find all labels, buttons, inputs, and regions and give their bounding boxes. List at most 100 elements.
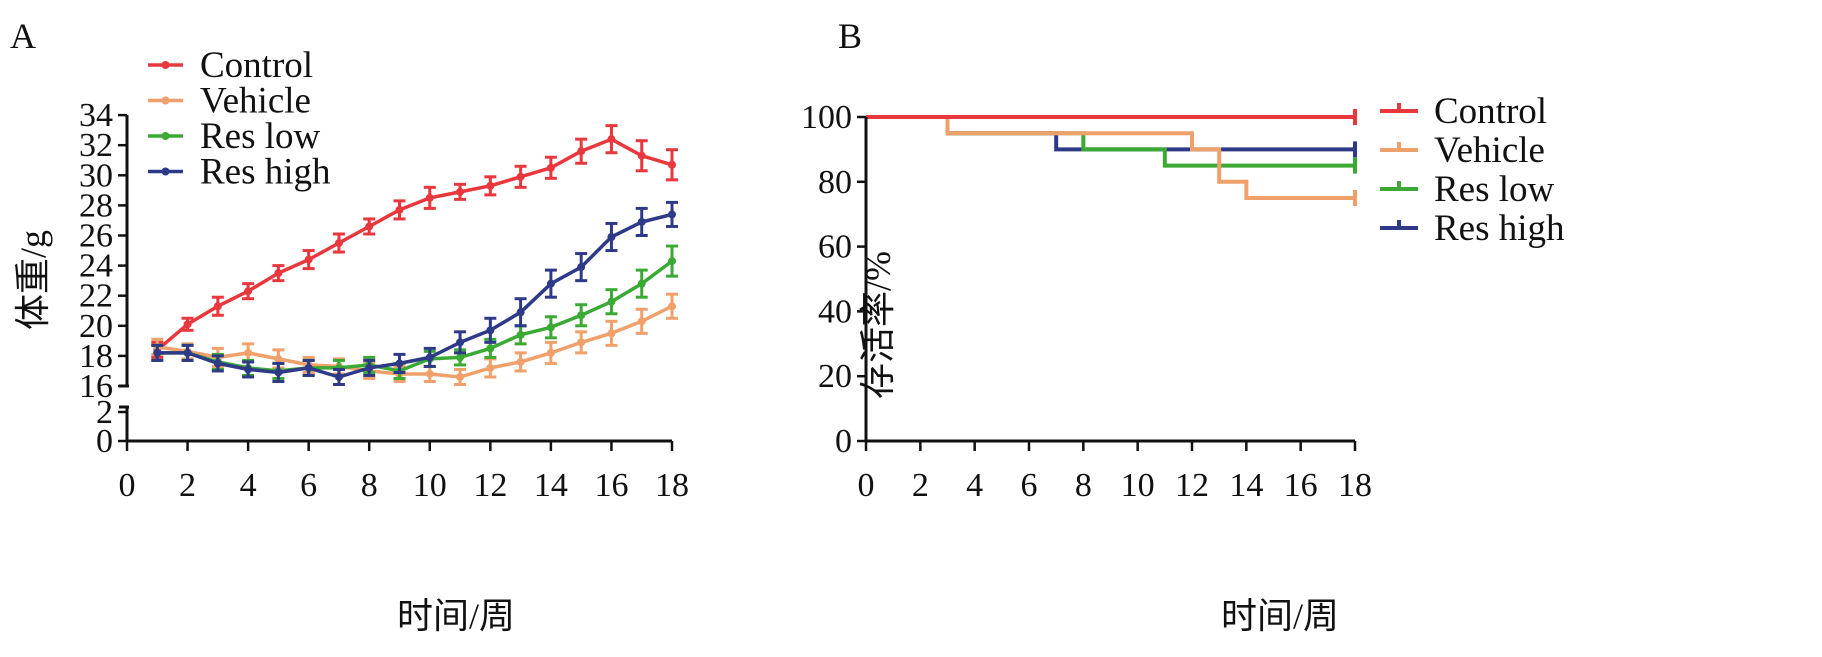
- legend-item-res-low: Res low: [148, 116, 321, 157]
- x-tick-label: 14: [534, 467, 568, 504]
- data-point: [546, 163, 555, 172]
- data-point: [607, 135, 616, 144]
- data-point: [183, 320, 192, 329]
- x-tick-label: 18: [1338, 467, 1372, 504]
- y-tick-label: 30: [79, 157, 113, 194]
- data-point: [304, 255, 313, 264]
- y-tick-label: 40: [818, 293, 852, 330]
- data-point: [456, 338, 465, 347]
- data-point: [607, 329, 616, 338]
- data-point: [213, 302, 222, 311]
- data-point: [395, 205, 404, 214]
- x-tick-label: 10: [413, 467, 447, 504]
- panel-b-x-axis-title: 时间/周: [1221, 596, 1339, 636]
- legend-marker: [161, 61, 170, 69]
- y-tick-label: 34: [79, 97, 113, 134]
- data-point: [546, 323, 555, 332]
- y-tick-label: 32: [79, 127, 113, 164]
- panel-a-y-axis-title: 体重/g: [13, 230, 53, 330]
- x-tick-label: 14: [1229, 467, 1263, 504]
- data-point: [425, 353, 434, 362]
- x-tick-label: 6: [1021, 467, 1038, 504]
- x-tick-label: 8: [1075, 467, 1092, 504]
- data-point: [183, 348, 192, 357]
- data-point: [456, 353, 465, 362]
- y-tick-label: 60: [818, 229, 852, 266]
- data-point: [274, 354, 283, 363]
- legend-item-res-high: Res high: [1380, 208, 1565, 249]
- data-point: [607, 233, 616, 242]
- legend-label: Res high: [1434, 208, 1565, 249]
- data-point: [213, 359, 222, 368]
- data-point: [668, 210, 676, 219]
- legend-item-res-low: Res low: [1380, 169, 1555, 210]
- panel-a-x-axis-title: 时间/周: [397, 596, 515, 636]
- legend-label: Res low: [200, 116, 321, 157]
- y-tick-label: 0: [835, 423, 852, 460]
- legend-label: Control: [1434, 91, 1547, 132]
- legend-label: Vehicle: [200, 81, 311, 122]
- x-tick-label: 2: [179, 467, 196, 504]
- data-point: [577, 311, 586, 320]
- data-point: [334, 372, 343, 381]
- data-point: [607, 297, 616, 306]
- x-tick-label: 18: [655, 467, 689, 504]
- data-point: [577, 147, 586, 156]
- y-tick-label: 22: [79, 278, 113, 315]
- legend-marker: [161, 96, 170, 105]
- data-point: [637, 279, 646, 288]
- data-point: [516, 330, 525, 339]
- data-point: [486, 326, 495, 335]
- y-tick-label: 0: [96, 423, 113, 460]
- x-tick-label: 16: [1284, 467, 1318, 504]
- data-point: [637, 217, 646, 226]
- x-tick-label: 6: [300, 467, 317, 504]
- data-point: [637, 317, 646, 326]
- panel-a-letter: A: [10, 16, 36, 56]
- data-point: [153, 348, 162, 357]
- y-tick-label: 24: [79, 248, 113, 285]
- panel-b-y-axis-title: 存活率/%: [858, 251, 898, 399]
- data-point: [577, 263, 586, 272]
- legend-label: Vehicle: [1434, 130, 1545, 171]
- y-tick-label: 26: [79, 218, 113, 255]
- legend-item-res-high: Res high: [148, 152, 331, 193]
- legend-item-control: Control: [1380, 91, 1547, 132]
- data-point: [486, 363, 495, 372]
- x-tick-label: 0: [119, 467, 136, 504]
- data-point: [274, 269, 283, 278]
- data-point: [668, 160, 676, 169]
- y-tick-label: 80: [818, 164, 852, 201]
- y-tick-label: 100: [801, 99, 852, 136]
- data-point: [577, 338, 586, 347]
- data-point: [425, 193, 434, 202]
- y-tick-label: 18: [79, 338, 113, 375]
- legend-marker: [161, 167, 170, 176]
- x-tick-label: 4: [240, 467, 257, 504]
- data-point: [395, 359, 404, 368]
- data-point: [516, 308, 525, 317]
- y-tick-label: 20: [79, 308, 113, 345]
- data-point: [334, 239, 343, 248]
- legend-label: Res high: [200, 152, 331, 193]
- legend-item-vehicle: Vehicle: [1380, 130, 1545, 171]
- x-tick-label: 12: [1175, 467, 1209, 504]
- legend-label: Res low: [1434, 169, 1555, 210]
- legend-label: Control: [200, 45, 313, 86]
- series-line-vehicle: [157, 304, 673, 379]
- data-point: [516, 357, 525, 366]
- y-tick-label: 28: [79, 187, 113, 224]
- data-point: [456, 372, 465, 381]
- x-tick-label: 12: [473, 467, 507, 504]
- y-tick-label: 2: [96, 394, 113, 431]
- panel-a-plot-area: [151, 124, 678, 386]
- data-point: [668, 257, 676, 266]
- legend-item-vehicle: Vehicle: [148, 81, 311, 122]
